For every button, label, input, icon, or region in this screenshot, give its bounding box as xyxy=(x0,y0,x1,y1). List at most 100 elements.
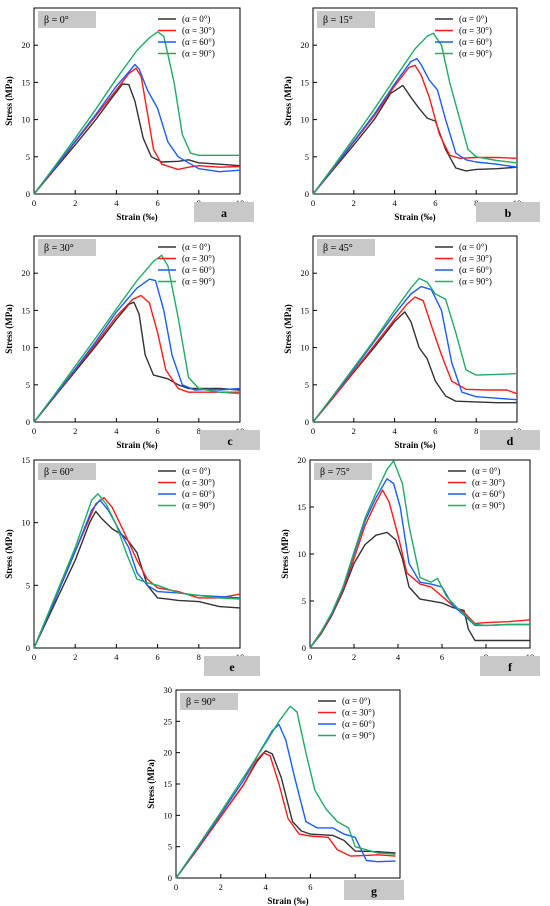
x-tick-label: 4 xyxy=(114,198,119,208)
legend: (α = 0°) (α = 30°)(α = 60°) (α = 90°) xyxy=(318,696,375,741)
legend-entry: (α = 30°) xyxy=(459,254,492,264)
y-axis-label: Stress (MPa) xyxy=(146,759,156,809)
legend-entry: (α = 0°) xyxy=(182,242,210,252)
x-tick-label: 6 xyxy=(433,198,437,208)
x-tick-label: 0 xyxy=(32,198,36,208)
y-tick-label: 5 xyxy=(302,596,306,606)
series-line-alpha-90 xyxy=(312,32,518,195)
x-tick-label: 4 xyxy=(114,652,119,662)
x-axis-label: Strain (‰) xyxy=(116,440,157,450)
legend-entry: (α = 60°) xyxy=(472,489,505,499)
beta-label-text: β = 0° xyxy=(44,15,69,26)
y-tick-label: 0 xyxy=(26,643,30,653)
beta-label-box xyxy=(38,11,96,28)
x-tick-label: 8 xyxy=(197,426,201,436)
y-axis-label: Stress (MPa) xyxy=(4,529,14,579)
chart-panel-g: 0246810051015202530Strain (‰)Stress (MPa… xyxy=(146,685,404,906)
series-line-alpha-0 xyxy=(33,301,241,423)
series-line-alpha-60 xyxy=(175,723,396,879)
series-line-alpha-0 xyxy=(33,83,241,195)
panel-label: c xyxy=(200,430,260,450)
panel-label: b xyxy=(476,202,540,222)
x-tick-label: 6 xyxy=(440,652,444,662)
panel-label: a xyxy=(194,202,254,222)
y-tick-label: 15 xyxy=(298,502,307,512)
y-tick-label: 15 xyxy=(22,305,31,315)
legend-entry: (α = 90°) xyxy=(182,49,215,59)
y-tick-label: 15 xyxy=(164,779,173,789)
series-line-alpha-30 xyxy=(312,64,518,195)
series-line-alpha-90 xyxy=(33,254,241,423)
y-tick-label: 20 xyxy=(301,268,310,278)
legend: (α = 0°) (α = 30°)(α = 60°) (α = 90°) xyxy=(158,14,215,59)
x-tick-label: 2 xyxy=(352,198,356,208)
y-tick-label: 10 xyxy=(298,549,307,559)
x-axis-label: Strain (‰) xyxy=(267,896,308,906)
panel-label: d xyxy=(480,430,540,450)
y-tick-label: 20 xyxy=(22,268,31,278)
legend-entry: (α = 90°) xyxy=(472,501,505,511)
y-tick-label: 10 xyxy=(22,343,31,353)
beta-label-box xyxy=(317,11,375,28)
x-tick-label: 2 xyxy=(352,652,356,662)
y-tick-label: 5 xyxy=(26,580,30,590)
series-line-alpha-30 xyxy=(312,296,518,423)
y-tick-label: 0 xyxy=(26,417,30,427)
plot-frame xyxy=(33,459,241,649)
y-tick-label: 10 xyxy=(22,518,31,528)
beta-label: β = 60° xyxy=(38,463,96,480)
legend-entry: (α = 0°) xyxy=(472,466,500,476)
x-tick-label: 6 xyxy=(155,426,159,436)
legend: (α = 0°) (α = 30°)(α = 60°) (α = 90°) xyxy=(158,466,215,511)
beta-label-text: β = 90° xyxy=(186,697,216,708)
panel-label-text: g xyxy=(371,884,377,898)
legend-entry: (α = 30°) xyxy=(472,478,505,488)
x-tick-label: 8 xyxy=(474,426,478,436)
x-tick-label: 0 xyxy=(311,198,315,208)
y-tick-label: 5 xyxy=(26,152,30,162)
panel-label-text: c xyxy=(227,434,233,448)
y-tick-label: 10 xyxy=(301,115,310,125)
x-tick-label: 4 xyxy=(263,882,268,892)
beta-label: β = 15° xyxy=(317,11,375,28)
x-tick-label: 6 xyxy=(433,426,437,436)
y-tick-label: 0 xyxy=(168,873,172,883)
series-line-alpha-60 xyxy=(33,278,241,423)
panel-label-text: a xyxy=(221,206,227,220)
chart-panel-b: 024681005101520Strain (‰)Stress (MPa)β =… xyxy=(283,7,540,222)
x-tick-label: 0 xyxy=(308,652,312,662)
legend-entry: (α = 0°) xyxy=(459,242,487,252)
x-tick-label: 0 xyxy=(311,426,315,436)
x-tick-label: 2 xyxy=(352,426,356,436)
series-line-alpha-30 xyxy=(175,752,396,879)
x-tick-label: 2 xyxy=(73,652,77,662)
x-tick-label: 0 xyxy=(32,652,36,662)
panel-label-text: d xyxy=(507,434,514,448)
beta-label-box xyxy=(314,463,372,480)
beta-label-box xyxy=(180,693,238,710)
panel-label-box xyxy=(476,202,540,222)
series-line-alpha-60 xyxy=(33,63,241,195)
x-tick-label: 4 xyxy=(114,426,119,436)
series-line-alpha-30 xyxy=(33,67,241,195)
x-axis-label: Strain (‰) xyxy=(394,212,435,222)
beta-label-text: β = 75° xyxy=(320,467,350,478)
y-tick-label: 5 xyxy=(305,152,309,162)
legend: (α = 0°) (α = 30°)(α = 60°) (α = 90°) xyxy=(435,242,492,287)
legend-entry: (α = 90°) xyxy=(459,277,492,287)
x-tick-label: 6 xyxy=(155,652,159,662)
y-tick-label: 10 xyxy=(22,115,31,125)
x-tick-label: 8 xyxy=(197,652,201,662)
y-axis-label: Stress (MPa) xyxy=(283,76,293,126)
legend-entry: (α = 90°) xyxy=(342,731,375,741)
plot-frame xyxy=(33,235,241,423)
beta-label-text: β = 60° xyxy=(44,467,74,478)
y-tick-label: 15 xyxy=(301,305,310,315)
legend-entry: (α = 0°) xyxy=(182,14,210,24)
legend: (α = 0°) (α = 30°)(α = 60°) (α = 90°) xyxy=(448,466,505,511)
legend-entry: (α = 90°) xyxy=(182,277,215,287)
x-tick-label: 2 xyxy=(219,882,223,892)
legend-entry: (α = 90°) xyxy=(182,501,215,511)
chart-panel-e: 0246810051015Stress (MPa)β = 60°(α = 0°)… xyxy=(4,455,260,676)
